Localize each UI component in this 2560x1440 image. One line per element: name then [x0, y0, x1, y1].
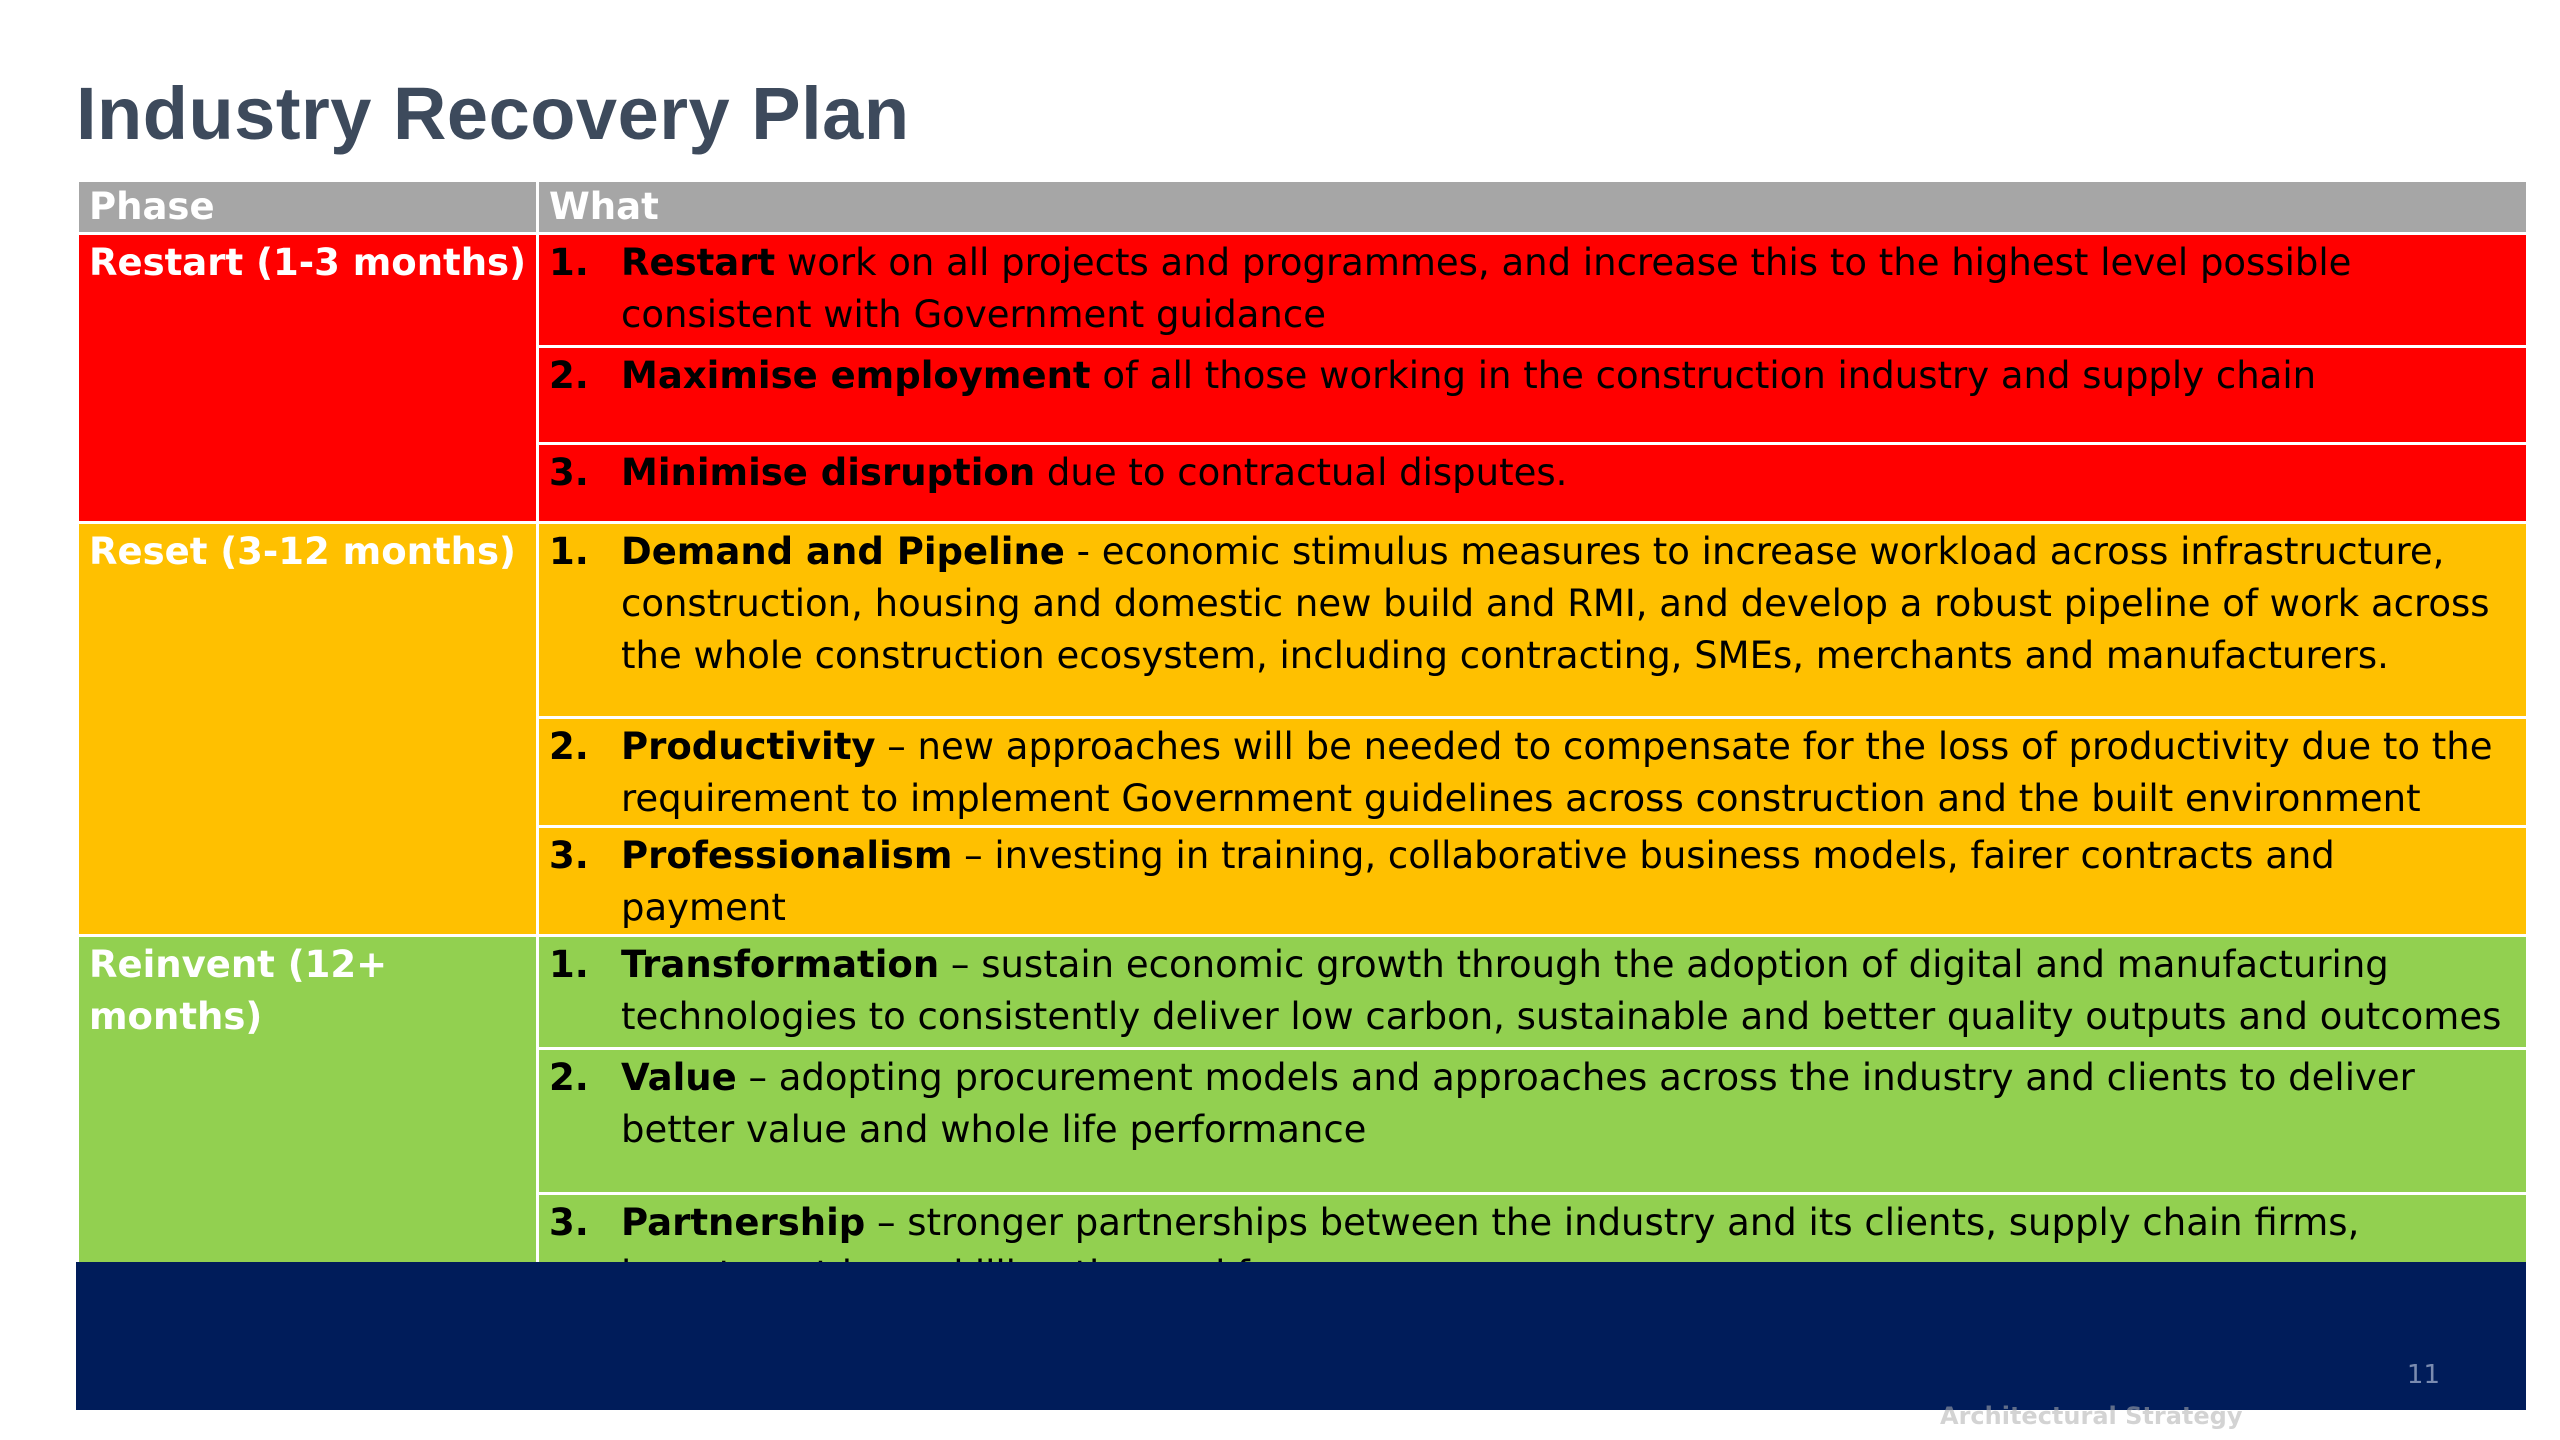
list-item: 2. Productivity – new approaches will be …: [536, 716, 2529, 828]
list-item: 1. Demand and Pipeline - economic stimulu…: [536, 521, 2529, 719]
item-heading: Partnership: [621, 1201, 866, 1244]
item-number: 2.: [549, 354, 589, 397]
item-text: – adopting procurement models and approa…: [621, 1056, 2415, 1151]
item-number: 1.: [549, 241, 589, 284]
list-item: 2. Maximise employment of all those worki…: [536, 345, 2529, 445]
item-heading: Transformation: [621, 943, 940, 986]
table-header-row: Phase What: [76, 179, 2529, 235]
recovery-plan-table: Phase What Restart (1-3 months) 1. Restar…: [76, 179, 2529, 1308]
table-row: Reset (3-12 months) 1. Demand and Pipelin…: [76, 521, 2529, 937]
list-item: 2. Value – adopting procurement models an…: [536, 1047, 2529, 1195]
item-text: – sustain economic growth through the ad…: [621, 943, 2502, 1038]
phase-restart: Restart (1-3 months): [76, 232, 539, 524]
table-row: Restart (1-3 months) 1. Restart work on a…: [76, 232, 2529, 524]
page-title: Industry Recovery Plan: [76, 72, 910, 155]
list-item: 1. Restart work on all projects and progr…: [536, 232, 2529, 348]
phase-reinvent: Reinvent (12+ months): [76, 934, 539, 1308]
item-text: of all those working in the construction…: [1090, 354, 2317, 397]
page-number: 11: [2406, 1360, 2440, 1390]
item-heading: Value: [621, 1056, 737, 1099]
item-number: 1.: [549, 943, 589, 986]
item-number: 3.: [549, 1201, 589, 1244]
item-heading: Productivity: [621, 725, 876, 768]
phase-reset: Reset (3-12 months): [76, 521, 539, 937]
list-item: 3. Minimise disruption due to contractual…: [536, 442, 2529, 524]
item-text: – investing in training, collaborative b…: [621, 834, 2335, 929]
table-row: Reinvent (12+ months) 1. Transformation –…: [76, 934, 2529, 1308]
header-phase: Phase: [76, 179, 539, 235]
list-item: 3. Professionalism – investing in trainin…: [536, 825, 2529, 937]
item-heading: Minimise disruption: [621, 451, 1036, 494]
item-number: 1.: [549, 530, 589, 573]
header-what: What: [536, 179, 2529, 235]
item-number: 2.: [549, 725, 589, 768]
footer-band: [76, 1262, 2526, 1410]
footer-faint-text: Architectural Strategy: [1940, 1402, 2243, 1430]
item-text: - economic stimulus measures to increase…: [621, 530, 2490, 677]
list-item: 1. Transformation – sustain economic grow…: [536, 934, 2529, 1050]
item-heading: Maximise employment: [621, 354, 1091, 397]
table-row: 2. Maximise employment of all those worki…: [77, 345, 2529, 445]
item-heading: Demand and Pipeline: [621, 530, 1065, 573]
item-number: 2.: [549, 1056, 589, 1099]
item-number: 3.: [549, 834, 589, 877]
item-heading: Professionalism: [621, 834, 953, 877]
item-text: work on all projects and programmes, and…: [621, 241, 2352, 336]
table-row: 2. Value – adopting procurement models an…: [77, 1047, 2529, 1195]
item-text: – new approaches will be needed to compe…: [621, 725, 2493, 820]
item-text: due to contractual disputes.: [1035, 451, 1568, 494]
item-number: 3.: [549, 451, 589, 494]
item-heading: Restart: [621, 241, 776, 284]
